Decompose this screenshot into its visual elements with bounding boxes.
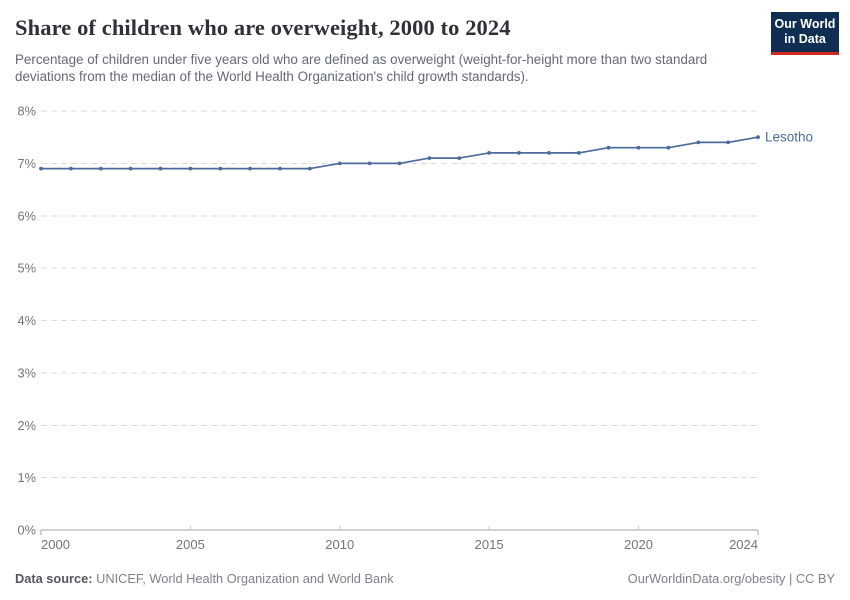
data-point-marker[interactable] (278, 166, 282, 171)
data-point-marker[interactable] (69, 166, 73, 171)
data-point-marker[interactable] (666, 145, 671, 150)
data-point-marker[interactable] (188, 166, 193, 171)
data-point-marker[interactable] (218, 166, 223, 171)
y-axis-tick-label: 4% (18, 313, 37, 328)
data-point-marker[interactable] (128, 166, 133, 171)
data-point-marker[interactable] (547, 151, 551, 155)
data-point-marker[interactable] (98, 166, 103, 171)
x-axis-tick-label: 2005 (176, 537, 205, 552)
data-point-marker[interactable] (517, 151, 521, 155)
credit-link[interactable]: OurWorldinData.org/obesity | CC BY (627, 571, 835, 586)
data-point-marker[interactable] (726, 140, 730, 145)
data-point-marker[interactable] (158, 166, 163, 171)
data-point-marker[interactable] (248, 166, 253, 171)
data-point-marker[interactable] (636, 145, 641, 150)
y-axis-tick-label: 7% (18, 156, 37, 171)
y-axis-tick-label: 1% (18, 470, 37, 485)
data-point-marker[interactable] (337, 161, 342, 166)
data-source-text: UNICEF, World Health Organization and Wo… (92, 571, 394, 586)
data-point-marker[interactable] (427, 156, 432, 161)
y-axis-tick-label: 0% (18, 523, 37, 538)
y-axis-tick-label: 2% (18, 418, 37, 433)
data-point-marker[interactable] (756, 135, 760, 140)
data-point-marker[interactable] (487, 151, 491, 155)
y-axis-tick-label: 8% (18, 104, 37, 119)
data-source: Data source: UNICEF, World Health Organi… (15, 571, 394, 586)
page-title: Share of children who are overweight, 20… (15, 15, 511, 40)
owid-logo-line1: Our World (774, 17, 836, 31)
y-axis-tick-label: 6% (18, 208, 37, 223)
owid-logo-line2: in Data (784, 32, 826, 47)
data-point-marker[interactable] (397, 161, 402, 166)
x-axis-tick-label: 2000 (41, 537, 70, 552)
chart-subtitle: Percentage of children under five years … (15, 52, 708, 84)
line-chart[interactable]: 0% 1% 2% 3% 4% 5% 6% 7% 8% 2000 2005 2010 2015 2020 20… (0, 0, 850, 560)
y-axis-tick-label: 3% (18, 365, 37, 380)
data-point-marker[interactable] (576, 151, 581, 155)
x-axis-tick-label: 2024 (729, 537, 758, 552)
data-point-marker[interactable] (457, 156, 462, 161)
data-point-marker[interactable] (367, 161, 372, 166)
data-point-marker[interactable] (696, 140, 701, 145)
series-label[interactable]: Lesotho (765, 130, 813, 145)
data-point-marker[interactable] (308, 166, 312, 171)
data-point-marker[interactable] (606, 145, 611, 150)
data-point-marker[interactable] (39, 166, 43, 171)
owid-logo: Our World in Data (771, 12, 839, 55)
x-axis-tick-label: 2010 (325, 537, 354, 552)
y-axis-tick-label: 5% (18, 261, 37, 276)
x-axis-tick-label: 2015 (475, 537, 504, 552)
x-axis-tick-label: 2020 (624, 537, 653, 552)
data-source-label: Data source: (15, 571, 93, 586)
